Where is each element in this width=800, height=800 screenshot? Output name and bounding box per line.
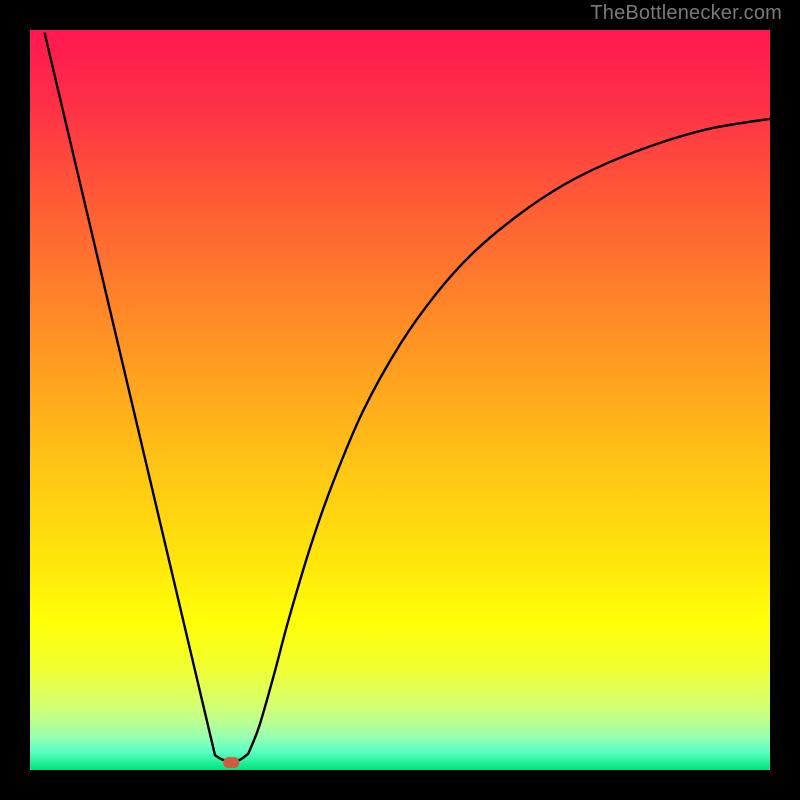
watermark-text: TheBottlenecker.com xyxy=(590,2,782,25)
optimum-marker xyxy=(223,757,239,768)
gradient-plot-background xyxy=(30,30,770,770)
bottleneck-chart-svg xyxy=(0,0,800,800)
chart-frame: TheBottlenecker.com xyxy=(0,0,800,800)
